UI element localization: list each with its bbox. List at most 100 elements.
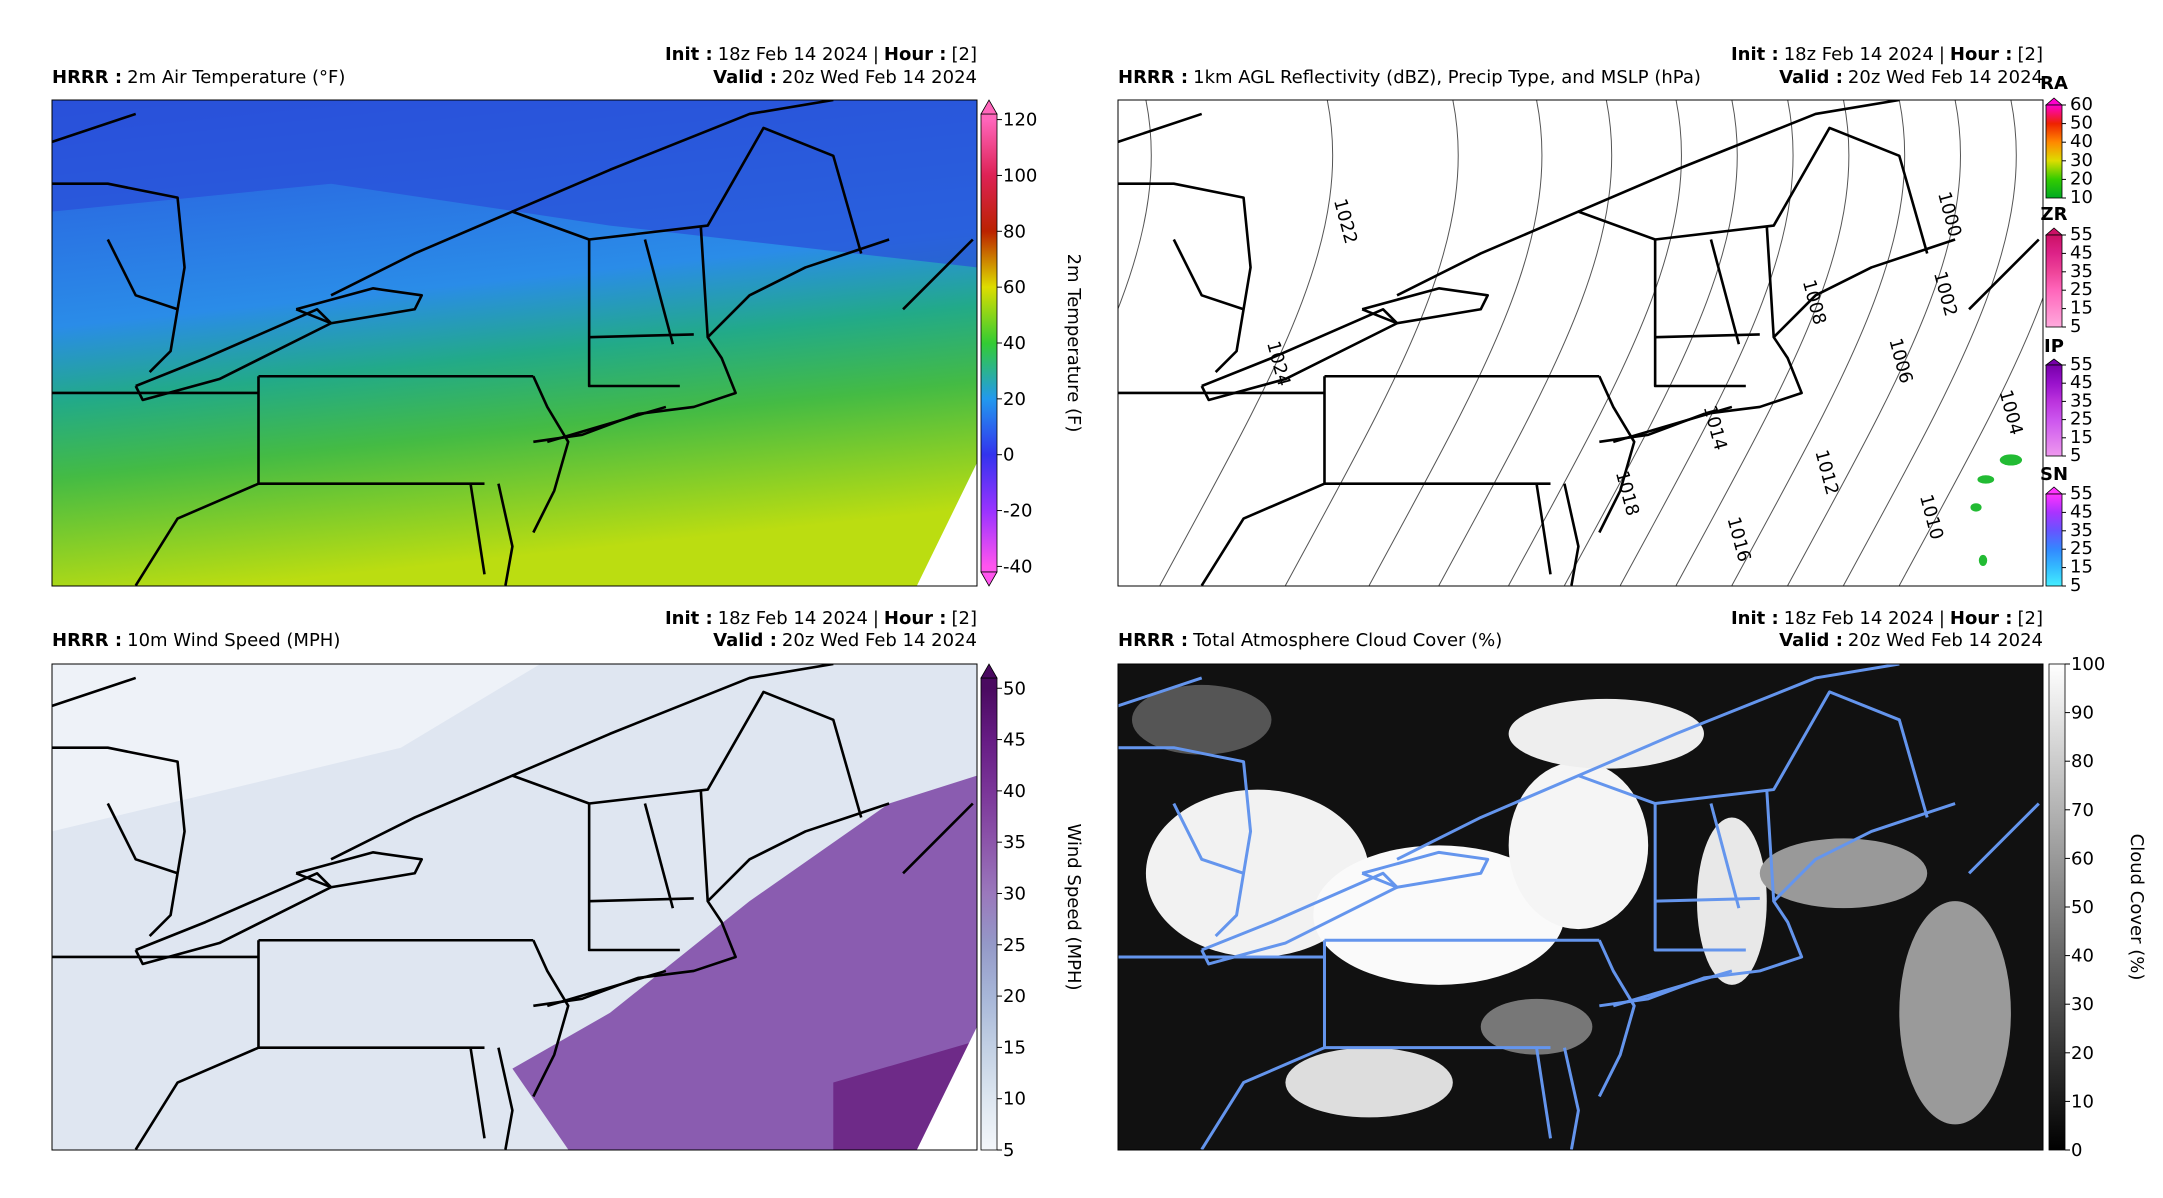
colorbar-tick-label: 120 xyxy=(1003,110,1037,131)
init: 18z Feb 14 2024 xyxy=(718,44,868,65)
map-frame xyxy=(1117,99,2044,587)
boundary xyxy=(902,238,974,311)
valid-label: Valid : xyxy=(713,630,777,651)
valid-info: Valid :20z Wed Feb 14 2024 xyxy=(713,630,977,651)
boundary xyxy=(1562,1047,1580,1150)
boundary xyxy=(1968,238,2040,311)
no-data xyxy=(917,462,977,586)
precip-tick-label: 25 xyxy=(2070,538,2093,559)
map-frame xyxy=(1117,663,2044,1151)
colorbar-label: Cloud Cover (%) xyxy=(2126,834,2147,981)
map xyxy=(52,100,977,586)
isobar xyxy=(1564,100,1738,586)
valid-info: Valid :20z Wed Feb 14 2024 xyxy=(713,67,977,88)
colorbar-tick-label: 10 xyxy=(1003,1089,1026,1110)
colorbar xyxy=(2045,234,2063,328)
precip-type-label: RA xyxy=(2040,73,2068,94)
boundary xyxy=(1612,405,1733,444)
precip-tick-label: 10 xyxy=(2070,187,2093,208)
precip-type-label: ZR xyxy=(2041,204,2068,225)
rain-echo xyxy=(1978,554,1988,566)
separator: | xyxy=(873,608,879,629)
title: 10m Wind Speed (MPH) xyxy=(127,630,340,651)
colorbar-label: 2m Temperature (F) xyxy=(1063,254,1084,433)
colorbar-tick-label: 0 xyxy=(2071,1140,2082,1161)
rain-echo xyxy=(1977,475,1995,484)
boundary xyxy=(1577,100,1900,213)
boundary xyxy=(330,126,863,297)
cloud xyxy=(1131,684,1272,755)
boundary xyxy=(1967,802,2040,875)
hour: [2] xyxy=(2018,608,2044,629)
precip-tick-label: 40 xyxy=(2070,131,2093,152)
init: 18z Feb 14 2024 xyxy=(718,608,868,629)
boundary xyxy=(497,483,514,586)
run-info: Init :18z Feb 14 2024 | Hour : [2] xyxy=(1731,44,2043,65)
boundary xyxy=(587,239,680,388)
map-frame xyxy=(51,663,978,1151)
boundary xyxy=(1612,969,1733,1008)
separator: | xyxy=(1939,608,1945,629)
separator: | xyxy=(873,44,879,65)
init: 18z Feb 14 2024 xyxy=(1784,44,1934,65)
boundary xyxy=(643,239,675,345)
extend-max xyxy=(980,99,998,115)
hour-label: Hour : xyxy=(884,44,947,65)
colorbar-tick-label: 70 xyxy=(2071,800,2094,821)
valid: 20z Wed Feb 14 2024 xyxy=(782,67,977,88)
extend-max xyxy=(980,663,998,679)
valid: 20z Wed Feb 14 2024 xyxy=(782,630,977,651)
boundary xyxy=(1172,802,1245,875)
colorbar xyxy=(980,677,998,1151)
colorbar-tick-label: -20 xyxy=(1003,501,1032,522)
boundary xyxy=(1598,375,1636,534)
precip-tick-label: 35 xyxy=(2070,261,2093,282)
init-label: Init : xyxy=(1731,44,1779,65)
boundary xyxy=(511,100,834,213)
model-label: HRRR : xyxy=(1118,630,1188,651)
cloud xyxy=(1508,761,1649,930)
isobar xyxy=(1284,100,1459,586)
boundary xyxy=(1765,225,1776,338)
boundary xyxy=(643,803,675,909)
isobar xyxy=(1675,100,1850,586)
isobar xyxy=(1118,100,1152,311)
precip-type-label: SN xyxy=(2040,464,2068,485)
isobar xyxy=(1159,100,1334,586)
colorbar-tick-label: 60 xyxy=(2071,848,2094,869)
boundary xyxy=(469,1047,486,1139)
precip-tick-label: 15 xyxy=(2070,557,2093,578)
boundary xyxy=(699,225,710,338)
isobar xyxy=(1619,100,1794,586)
valid-label: Valid : xyxy=(1779,67,1843,88)
wind-moderate xyxy=(512,775,977,1150)
boundary xyxy=(587,803,680,952)
colorbar-tick-label: 20 xyxy=(2071,1043,2094,1064)
colorbar-tick-label: 40 xyxy=(2071,946,2094,967)
precip-tick-label: 25 xyxy=(2070,409,2093,430)
boundary xyxy=(497,1047,514,1150)
boundary xyxy=(1765,789,1776,902)
panel-title: HRRR :2m Air Temperature (°F) xyxy=(52,67,345,88)
extend-max xyxy=(2044,227,2064,236)
valid-info: Valid :20z Wed Feb 14 2024 xyxy=(1779,67,2043,88)
rain-echo xyxy=(1970,503,1982,512)
cloud xyxy=(1508,698,1704,769)
boundary xyxy=(106,238,178,311)
extend-min xyxy=(980,571,998,587)
hour-label: Hour : xyxy=(1950,608,2013,629)
colorbar-tick-label: 15 xyxy=(1003,1037,1026,1058)
boundary xyxy=(1709,239,1741,345)
hour: [2] xyxy=(952,608,978,629)
colorbar-tick-label: 0 xyxy=(1003,445,1014,466)
extend-max xyxy=(2044,358,2064,366)
precip-tick-label: 5 xyxy=(2070,445,2081,466)
boundary xyxy=(52,676,137,708)
isobar xyxy=(1898,296,2043,586)
boundary xyxy=(1172,238,1244,311)
colorbar-tick-label: 90 xyxy=(2071,703,2094,724)
cloud xyxy=(1480,998,1593,1055)
run-info: Init :18z Feb 14 2024 | Hour : [2] xyxy=(665,608,977,629)
boundary xyxy=(1118,676,1203,708)
